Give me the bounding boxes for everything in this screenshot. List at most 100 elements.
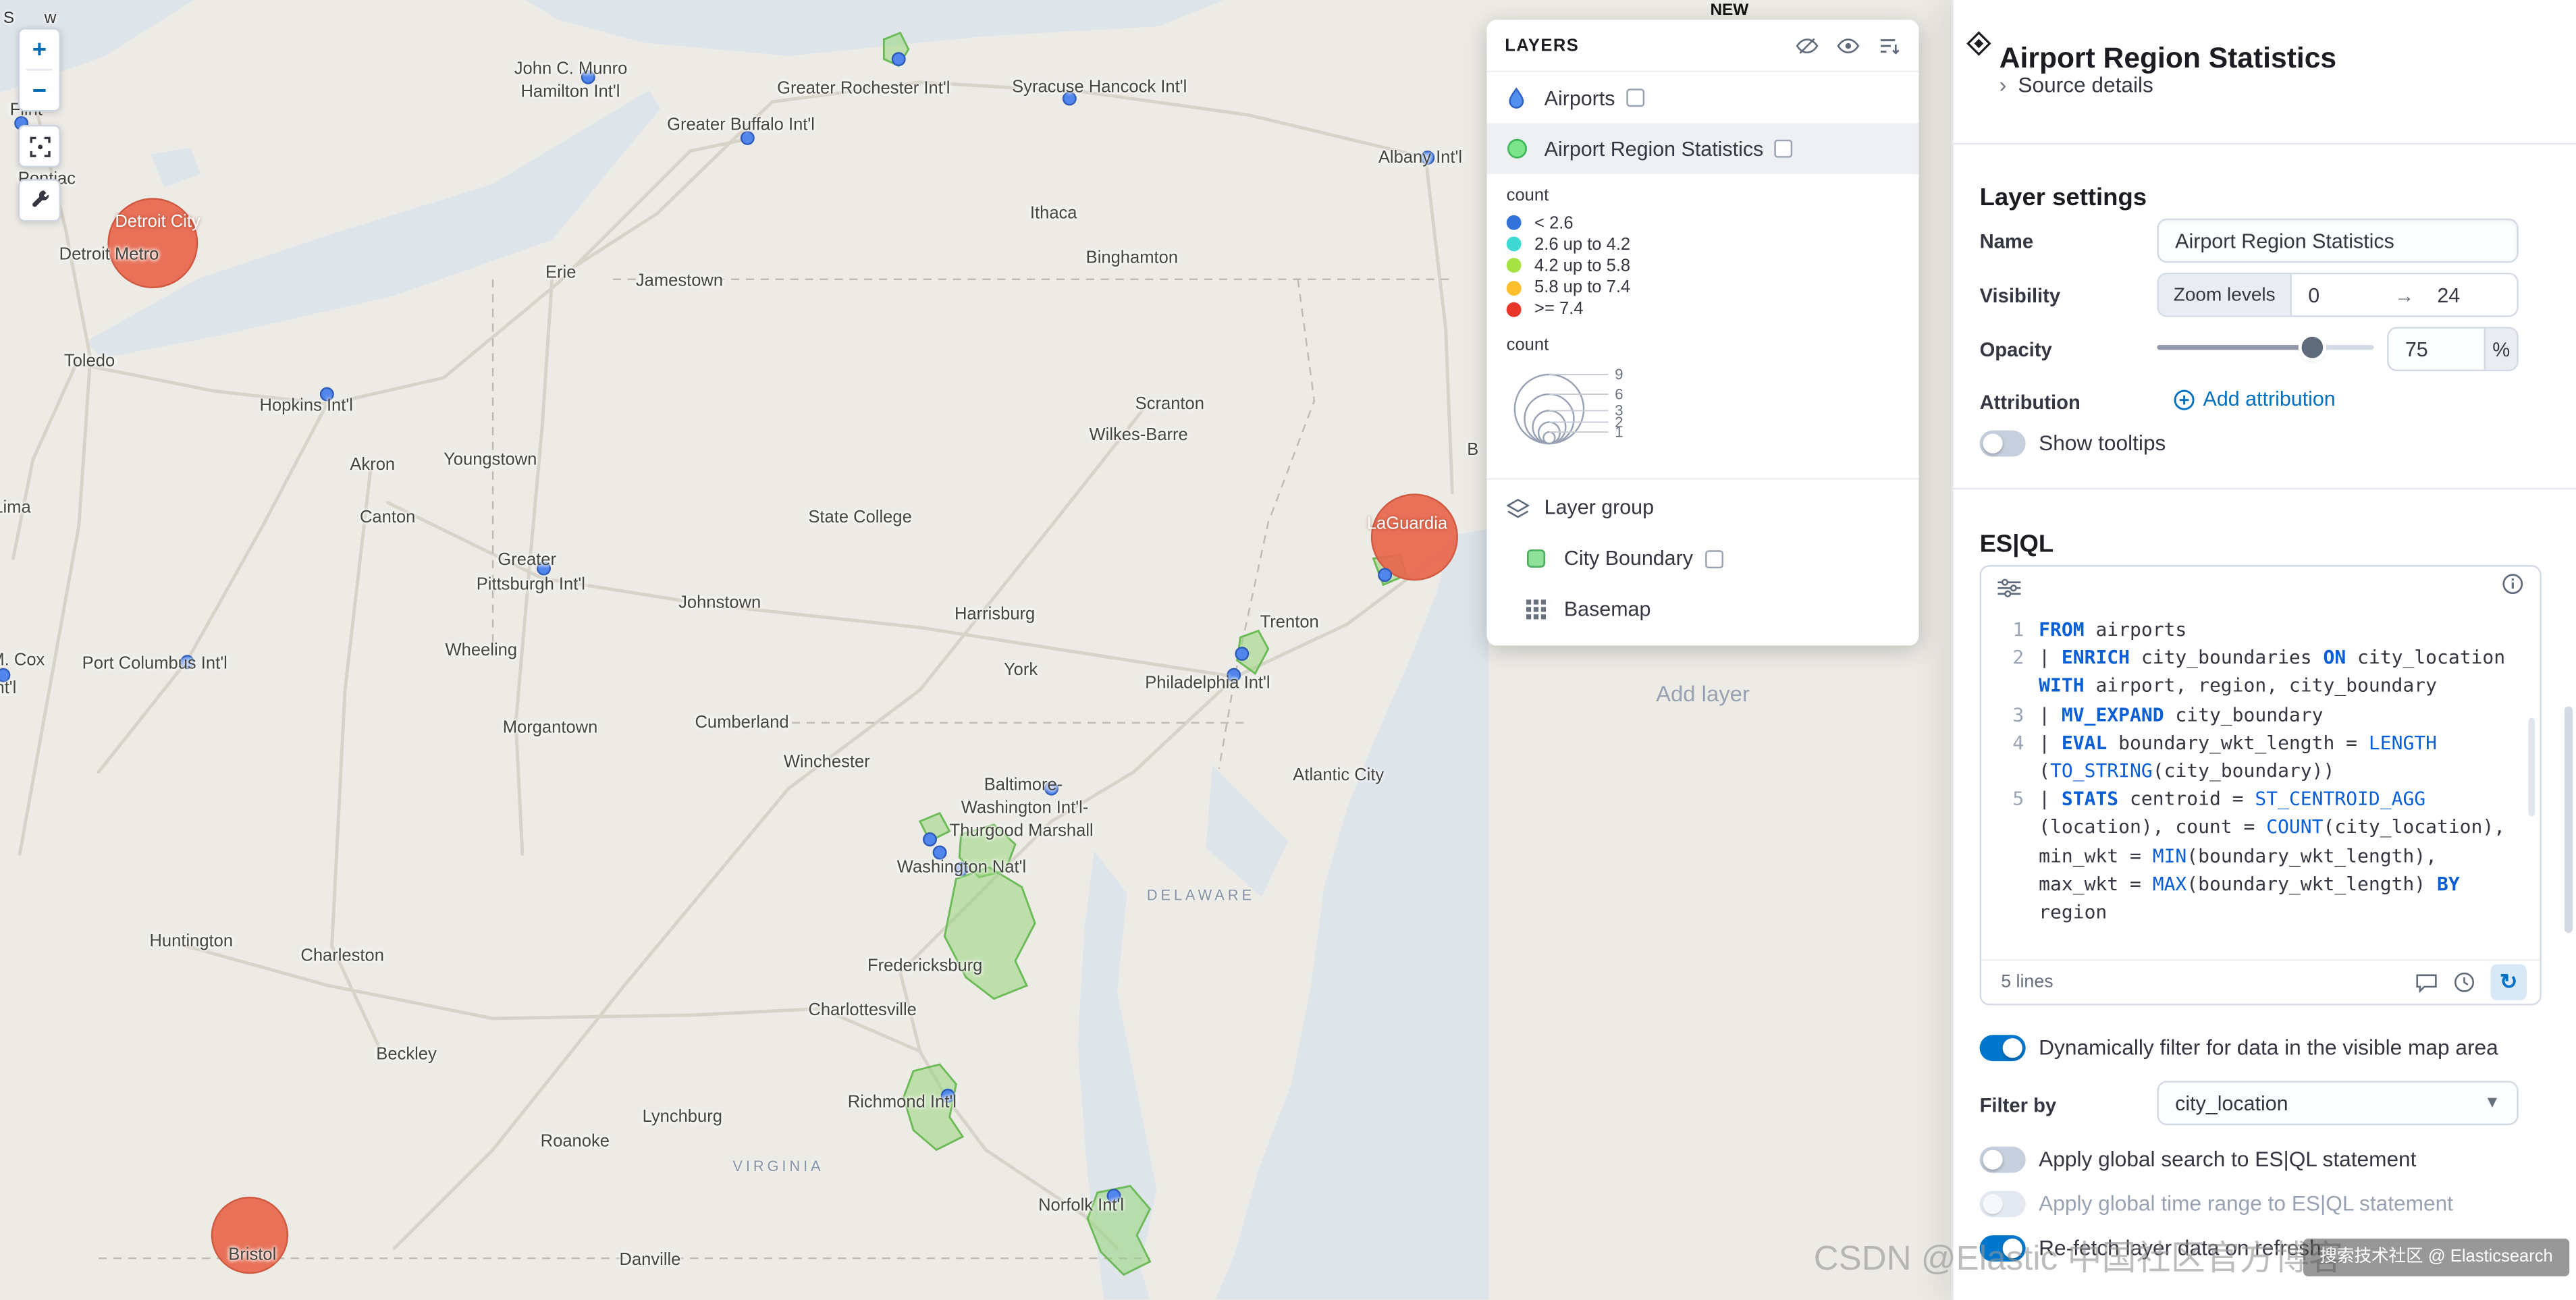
layer-name-input[interactable] — [2157, 218, 2519, 263]
layer-row-city-boundary[interactable]: City Boundary — [1486, 534, 1918, 585]
toggle-knob — [1983, 1194, 2003, 1214]
flyout-scrollbar[interactable] — [2564, 706, 2573, 933]
show-all-layers-icon[interactable] — [1837, 34, 1860, 57]
airport-marker[interactable] — [1044, 781, 1059, 796]
water-shape — [525, 0, 1225, 56]
legend-color-label: >= 7.4 — [1534, 299, 1584, 319]
legend-color-row: < 2.6 — [1506, 212, 1900, 234]
run-query-button[interactable]: ↻ — [2490, 964, 2527, 1001]
legend-size-circle — [1524, 393, 1575, 445]
airport-marker[interactable] — [180, 655, 194, 670]
line-number — [1991, 870, 2039, 898]
editor-info-icon[interactable] — [2502, 573, 2523, 603]
opacity-label: Opacity — [1979, 338, 2052, 362]
basemap-layer-icon — [1526, 600, 1551, 620]
zoom-min-value[interactable]: 0 — [2308, 283, 2320, 306]
layer-select-checkbox[interactable] — [1704, 550, 1723, 568]
source-details-toggle[interactable]: › Source details — [2000, 72, 2153, 97]
legend-color-swatch — [1506, 302, 1522, 317]
zoom-max-value[interactable]: 24 — [2437, 283, 2461, 306]
cluster-circle[interactable] — [211, 1196, 289, 1274]
hide-all-layers-icon[interactable] — [1796, 34, 1819, 57]
code-text: | MV_EXPAND city_boundary — [2039, 702, 2324, 726]
road-line — [385, 501, 1237, 679]
layer-group-icon — [1506, 497, 1532, 519]
airport-marker[interactable] — [940, 1088, 955, 1103]
airport-marker[interactable] — [932, 845, 947, 860]
airport-marker[interactable] — [537, 561, 552, 576]
add-attribution-button[interactable]: Add attribution — [2174, 387, 2336, 410]
reorder-layers-icon[interactable] — [1878, 34, 1901, 57]
editor-controls-icon[interactable] — [1997, 578, 2021, 598]
airport-marker[interactable] — [0, 668, 11, 682]
code-text: FROM airports — [2039, 618, 2187, 641]
zoom-levels-control[interactable]: Zoom levels 0 → 24 — [2157, 272, 2519, 317]
airport-marker[interactable] — [1420, 151, 1435, 165]
code-line: 1 FROM airports — [1991, 616, 2527, 645]
layer-group-row[interactable]: Layer group — [1486, 483, 1918, 533]
layers-panel-title: LAYERS — [1505, 35, 1580, 55]
airport-marker[interactable] — [922, 832, 937, 847]
city-boundary-layer-icon — [1526, 549, 1551, 569]
code-text: WITH airport, region, city_boundary — [2039, 674, 2437, 697]
legend-size-circle — [1532, 410, 1567, 445]
esql-code[interactable]: 1 FROM airports 2 | ENRICH city_boundaries … — [1981, 610, 2540, 933]
zoom-out-button[interactable]: − — [20, 71, 59, 110]
layers-panel: LAYERS — [1486, 20, 1919, 646]
airport-marker[interactable] — [740, 130, 755, 145]
global-search-toggle[interactable] — [1979, 1146, 2026, 1173]
airport-marker[interactable] — [1106, 1189, 1121, 1203]
airport-marker[interactable] — [1062, 91, 1077, 106]
line-number — [1991, 842, 2039, 871]
layer-row-basemap[interactable]: Basemap — [1486, 585, 1918, 635]
airport-marker[interactable] — [1227, 668, 1241, 682]
road-line — [392, 399, 1152, 1251]
fit-to-data-button[interactable] — [20, 126, 59, 165]
legend-size-value: 6 — [1615, 385, 1623, 402]
global-search-row: Apply global search to ES|QL statement — [1979, 1146, 2417, 1173]
layer-settings-flyout: Airport Region Statistics › Source detai… — [1952, 0, 2576, 1300]
opacity-slider[interactable] — [2157, 335, 2374, 358]
code-text: | STATS centroid = ST_CENTROID_AGG — [2039, 787, 2426, 811]
cluster-circle[interactable] — [107, 198, 198, 289]
esql-editor[interactable]: 1 FROM airports 2 | ENRICH city_boundaries … — [1979, 565, 2542, 1006]
layer-select-checkbox[interactable] — [1775, 139, 1794, 158]
cluster-circle[interactable] — [1370, 493, 1458, 581]
feedback-icon[interactable] — [2415, 972, 2438, 994]
road-line — [11, 359, 79, 560]
airport-marker[interactable] — [1235, 647, 1250, 661]
map-tools-icon — [31, 190, 49, 207]
airport-marker[interactable] — [1378, 568, 1393, 583]
airport-marker[interactable] — [581, 70, 595, 84]
global-search-label: Apply global search to ES|QL statement — [2039, 1146, 2417, 1172]
show-tooltips-toggle[interactable] — [1979, 430, 2026, 457]
legend-size-value: 9 — [1615, 366, 1623, 383]
map-tools-button[interactable] — [20, 181, 59, 220]
refetch-row: Re-fetch layer data on refresh — [1979, 1235, 2322, 1262]
filter-by-select[interactable]: city_location ▼ — [2157, 1081, 2519, 1126]
editor-scrollbar[interactable] — [2528, 717, 2535, 817]
legend-size-value: 3 — [1615, 402, 1623, 419]
city-boundary-polygon — [958, 823, 1017, 879]
opacity-input[interactable] — [2388, 328, 2484, 370]
layer-row-airport-region-statistics[interactable]: Airport Region Statistics — [1486, 123, 1919, 174]
layer-settings-heading: Layer settings — [1979, 184, 2147, 213]
layer-select-checkbox[interactable] — [1626, 88, 1645, 107]
airport-marker[interactable] — [954, 861, 969, 876]
add-layer-button[interactable]: Add layer — [1656, 681, 1750, 707]
history-icon[interactable] — [2452, 971, 2475, 994]
airport-marker[interactable] — [319, 387, 334, 402]
refetch-toggle[interactable] — [1979, 1235, 2026, 1262]
esql-heading: ES|QL — [1979, 531, 2054, 560]
code-line: max_wkt = MAX(boundary_wkt_length) BY — [1991, 870, 2527, 898]
layer-row-airports[interactable]: Airports — [1486, 72, 1918, 123]
code-text: | EVAL boundary_wkt_length = LENGTH — [2039, 730, 2438, 754]
esql-editor-footer: 5 lines ↻ — [1981, 959, 2540, 1004]
legend-color-swatch — [1506, 259, 1522, 274]
airport-marker[interactable] — [891, 52, 906, 67]
dynamic-filter-toggle[interactable] — [1979, 1035, 2026, 1062]
water-shape — [1077, 850, 1157, 1300]
slider-thumb[interactable] — [2301, 336, 2324, 358]
zoom-in-button[interactable]: + — [20, 30, 59, 69]
